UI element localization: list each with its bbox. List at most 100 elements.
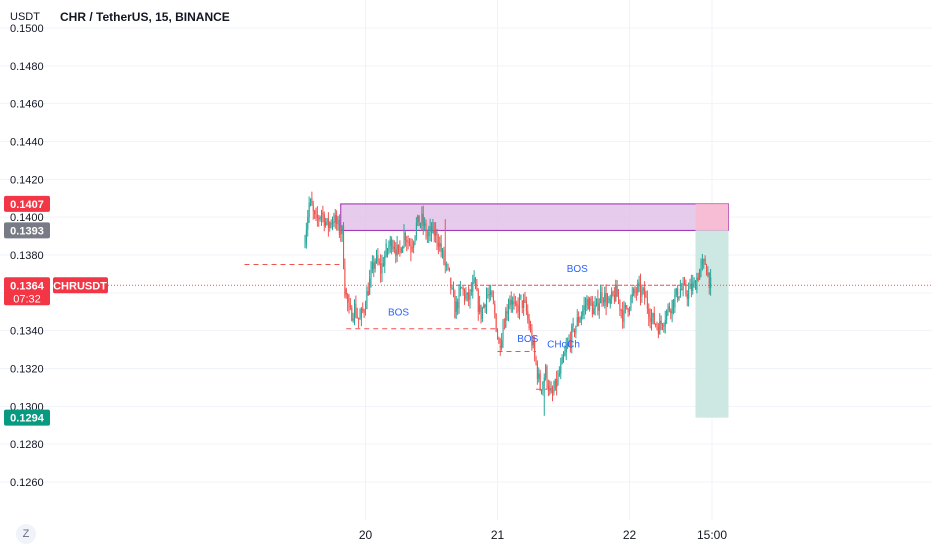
candle bbox=[580, 311, 582, 326]
candle bbox=[598, 298, 600, 319]
candle-body bbox=[410, 245, 412, 253]
candle-body bbox=[473, 278, 475, 283]
candle bbox=[585, 297, 587, 315]
candle-body bbox=[558, 373, 560, 376]
candle bbox=[675, 287, 677, 298]
candle bbox=[421, 206, 423, 231]
candle-body bbox=[685, 283, 687, 295]
candle-body bbox=[600, 292, 602, 304]
candle bbox=[612, 290, 614, 297]
candle-body bbox=[692, 282, 694, 291]
candle-body bbox=[652, 313, 654, 318]
candle bbox=[329, 221, 331, 232]
candle bbox=[508, 298, 510, 322]
candle-body bbox=[629, 308, 631, 313]
candle bbox=[384, 250, 386, 274]
candle-body bbox=[450, 277, 452, 288]
candle-body bbox=[501, 340, 503, 348]
candle bbox=[347, 293, 349, 312]
candle-body bbox=[563, 355, 565, 358]
candle bbox=[360, 306, 362, 327]
candle bbox=[517, 297, 519, 319]
candle-body bbox=[499, 345, 501, 348]
candle bbox=[325, 217, 327, 228]
candle bbox=[545, 363, 547, 381]
candle bbox=[374, 258, 376, 273]
candle bbox=[645, 290, 647, 298]
candle bbox=[642, 286, 644, 295]
candle bbox=[601, 286, 603, 307]
candle-body bbox=[583, 305, 585, 311]
candle bbox=[530, 320, 532, 333]
candle bbox=[700, 258, 702, 278]
candle bbox=[575, 325, 577, 339]
candle bbox=[690, 274, 692, 298]
candle-body bbox=[512, 301, 514, 305]
candle-body bbox=[426, 234, 428, 237]
symbol-tag-bg bbox=[53, 277, 108, 294]
candle-body bbox=[464, 290, 466, 299]
candle bbox=[464, 288, 466, 305]
candle-body bbox=[593, 308, 595, 315]
timezone-button[interactable]: Z bbox=[16, 524, 36, 544]
candle bbox=[336, 210, 338, 231]
candle bbox=[407, 235, 409, 250]
candle bbox=[311, 191, 313, 206]
candle-body bbox=[437, 242, 439, 247]
candle bbox=[476, 278, 478, 292]
candle bbox=[505, 307, 507, 328]
candle bbox=[382, 257, 384, 268]
candle-body bbox=[348, 302, 350, 306]
candle bbox=[558, 366, 560, 377]
candle-body bbox=[536, 363, 538, 379]
candle bbox=[459, 280, 461, 297]
candle bbox=[428, 225, 430, 244]
candle-body bbox=[477, 290, 479, 312]
candle-body bbox=[363, 310, 365, 313]
candle bbox=[321, 209, 323, 226]
candle-body bbox=[403, 233, 405, 247]
candle-body bbox=[367, 291, 369, 295]
candle-body bbox=[630, 296, 632, 309]
candle bbox=[454, 289, 456, 319]
candle bbox=[681, 282, 683, 291]
candle bbox=[480, 304, 482, 324]
candle-body bbox=[575, 325, 577, 333]
candle-body bbox=[576, 317, 578, 326]
candle bbox=[437, 233, 439, 255]
candle-body bbox=[690, 283, 692, 291]
candle-body bbox=[708, 272, 710, 288]
candle bbox=[633, 287, 635, 297]
candle-body bbox=[688, 288, 690, 299]
candle bbox=[578, 311, 580, 327]
candle bbox=[589, 297, 591, 312]
candle-body bbox=[492, 296, 494, 301]
candle bbox=[451, 286, 453, 290]
candle-body bbox=[681, 288, 683, 290]
candle-body bbox=[332, 221, 334, 225]
candle bbox=[340, 226, 342, 242]
candle-body bbox=[641, 290, 643, 297]
candle-body bbox=[475, 278, 477, 289]
candle-body bbox=[389, 239, 391, 246]
candle bbox=[457, 298, 459, 316]
candle bbox=[315, 207, 317, 221]
candle bbox=[373, 255, 375, 278]
candle-body bbox=[560, 364, 562, 374]
candle bbox=[671, 299, 673, 323]
y-tick-label: 0.1440 bbox=[10, 137, 44, 149]
candle bbox=[568, 334, 570, 347]
candle-body bbox=[532, 341, 534, 346]
candle-body bbox=[414, 236, 416, 243]
candle bbox=[684, 276, 686, 286]
candle-body bbox=[611, 291, 613, 299]
candle bbox=[488, 285, 490, 303]
candle bbox=[429, 218, 431, 242]
candle bbox=[411, 238, 413, 253]
candle bbox=[502, 319, 504, 348]
candle-body bbox=[700, 263, 702, 270]
candle-body bbox=[663, 325, 665, 327]
price-label-bg bbox=[4, 222, 50, 239]
candle bbox=[582, 305, 584, 320]
